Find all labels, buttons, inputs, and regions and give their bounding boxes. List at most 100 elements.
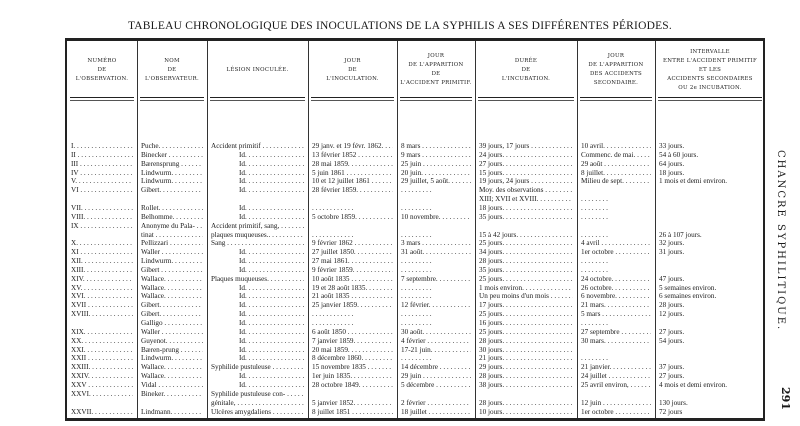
table-row: XI Waller Id. 27 juillet 1850. 31 août. 34 jo…: [67, 248, 767, 257]
cell-inoculation-date: . . . . . . . . . . . .: [312, 203, 354, 212]
cell-observer-name: Gibert.: [141, 186, 203, 195]
cell-observer-name: Guyenot.: [141, 337, 203, 346]
cell-inoculation-date: 7 janvier 1859.: [312, 337, 393, 346]
table-row: IV Lindwurm. Id. 5 juin 1861 20 juin. 15 jour…: [67, 169, 767, 178]
cell-incubation-duration: 25 jours.: [479, 328, 573, 337]
column-divider: [137, 41, 138, 418]
cell-interval: [659, 390, 761, 399]
cell-incubation-duration: 29 jours.: [479, 363, 573, 372]
cell-observer-name: Rollet.: [141, 204, 203, 213]
cell-inoculated-lesion: Id.: [211, 372, 304, 381]
cell-inoculation-date: [312, 195, 393, 204]
cell-interval: 26 à 107 jours.: [659, 230, 702, 239]
cell-primary-accident-date: . . . . . . . . .: [401, 292, 432, 301]
cell-interval: 72 jours: [659, 407, 683, 416]
cell-inoculation-date: . . . . . . . . . . . .: [312, 230, 354, 239]
cell-primary-accident-date: . . . . . . . . .: [401, 265, 432, 274]
cell-observer-name: Lindmann.: [141, 408, 203, 417]
cell-incubation-duration: 39 jours, 17 jours: [479, 142, 573, 151]
cell-inoculation-date: 27 juillet 1850.: [312, 248, 393, 257]
cell-secondary-accidents-date: . . . . . . . .: [581, 354, 608, 363]
cell-primary-accident-date: 8 mars: [401, 142, 471, 151]
cell-interval: 4 mois et demi environ.: [659, 380, 728, 389]
cell-secondary-accidents-date: 10 avril.: [581, 142, 651, 151]
cell-incubation-duration: 28 jours.: [479, 337, 573, 346]
cell-inoculated-lesion: Id.: [211, 266, 304, 275]
cell-observation-number: XVII: [71, 301, 133, 310]
cell-incubation-duration: 10 jours.: [479, 408, 573, 417]
cell-interval: 130 jours.: [659, 398, 688, 407]
cell-primary-accident-date: 31 août.: [401, 248, 471, 257]
header-rule: [658, 97, 762, 101]
header-secondary-accidents-date: JOUR DE L'APPARITION DES ACCIDENTS SECON…: [588, 53, 644, 86]
cell-inoculation-date: 28 octobre 1849.: [312, 381, 393, 390]
cell-inoculated-lesion: plaques muqueuses..: [211, 231, 304, 240]
cell-observer-name: Gibert: [141, 266, 203, 275]
cell-interval: [659, 354, 761, 363]
table-row: VIII. Belhomme. Id. 5 octobre 1859. 10 novem…: [67, 213, 767, 222]
table-row: VII. Rollet. Id. . . . . . . . . . . . . . .…: [67, 204, 767, 213]
cell-incubation-duration: 16 jours.: [479, 319, 573, 328]
table-row: XIII; XVII et XVIII. . . . . . . . .: [67, 195, 767, 204]
cell-interval: 28 jours.: [659, 301, 685, 310]
cell-observation-number: VI: [71, 186, 133, 195]
cell-primary-accident-date: 7 septembre.: [401, 275, 471, 284]
cell-observation-number: XI: [71, 248, 133, 257]
cell-inoculated-lesion: Id.: [211, 151, 304, 160]
cell-secondary-accidents-date: 6 novembre.: [581, 292, 651, 301]
cell-interval: [659, 195, 761, 204]
table-row: XVI. Wallace. Id. 21 août 1835 . . . . . . .…: [67, 292, 767, 301]
header-rule: [140, 97, 204, 101]
cell-inoculation-date: 27 mai 1861.: [312, 257, 393, 266]
cell-observer-name: Bæren-prung: [141, 346, 203, 355]
cell-inoculation-date: 21 août 1835: [312, 292, 393, 301]
table-row: VI Gibert. Id. 28 février 1859. . . . . . . …: [67, 186, 767, 195]
header-observation-number: NUMÉRO DE L'OBSERVATION.: [75, 57, 129, 82]
cell-observer-name: Belhomme.: [141, 213, 203, 222]
cell-inoculated-lesion: [211, 195, 304, 204]
cell-secondary-accidents-date: . . . . . . . .: [581, 212, 608, 221]
table-row: III Bærensprung Id. 28 mai 1859. 25 juin 27 j…: [67, 160, 767, 169]
cell-incubation-duration: 21 jours.: [479, 354, 573, 363]
cell-interval: 54 jours.: [659, 336, 685, 345]
cell-primary-accident-date: 29 juillet, 5 août.: [401, 177, 471, 186]
cell-secondary-accidents-date: [581, 222, 651, 231]
cell-observer-name: [141, 399, 203, 408]
table-row: X. Pellizzari Sang 9 février 1862 3 mars 25 j…: [67, 239, 767, 248]
cell-inoculated-lesion: Id.: [211, 169, 304, 178]
cell-secondary-accidents-date: 1er octobre: [581, 248, 651, 257]
cell-interval: [659, 346, 761, 355]
cell-incubation-duration: 28 jours.: [479, 372, 573, 381]
cell-observation-number: XXVII.: [71, 408, 133, 417]
cell-observation-number: XVI.: [71, 292, 133, 301]
cell-interval: [659, 319, 761, 328]
cell-interval: 32 jours.: [659, 239, 685, 248]
cell-inoculation-date: 6 août 1850: [312, 328, 393, 337]
header-primary-accident-date: JOUR DE L'APPARITION DE L'ACCIDENT PRIMI…: [400, 53, 472, 86]
cell-inoculated-lesion: génitale,: [211, 399, 304, 408]
cell-observation-number: XXIII.: [71, 363, 133, 372]
table-row: XVII Gibert. Id. 25 janvier 1859. 12 février…: [67, 301, 767, 310]
cell-observer-name: Lindwurm.: [141, 169, 203, 178]
cell-observation-number: I.: [71, 142, 133, 151]
column-divider: [655, 41, 656, 418]
cell-inoculation-date: 19 et 28 août 1835.: [312, 284, 393, 293]
column-divider: [475, 41, 476, 418]
cell-observation-number: [71, 231, 133, 240]
cell-inoculated-lesion: Accident primitif, sang,: [211, 222, 304, 231]
cell-observer-name: Bineker.: [141, 390, 203, 399]
cell-secondary-accidents-date: . . . . . . . .: [581, 230, 608, 239]
cell-interval: 27 jours.: [659, 327, 685, 336]
cell-interval: [659, 222, 761, 231]
cell-observer-name: Wallace.: [141, 363, 203, 372]
cell-observation-number: XII.: [71, 257, 133, 266]
header-incubation-duration: DURÉE DE L'INCUBATION.: [501, 57, 551, 82]
cell-secondary-accidents-date: [581, 390, 651, 399]
cell-observation-number: V.: [71, 177, 133, 186]
cell-inoculation-date: 15 novembre 1835: [312, 363, 393, 372]
cell-inoculated-lesion: Ulcères amygdaliens: [211, 408, 304, 417]
cell-inoculation-date: [312, 222, 393, 231]
cell-interval: [659, 204, 761, 213]
header-interval: INTERVALLE ENTRE L'ACCIDENT PRIMITIF ET …: [663, 48, 757, 91]
cell-incubation-duration: 15 jours.: [479, 169, 573, 178]
